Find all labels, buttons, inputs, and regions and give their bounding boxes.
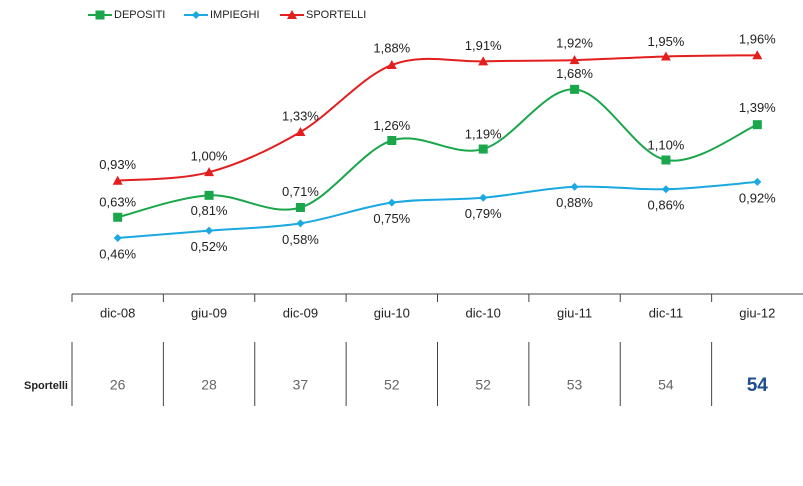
marker <box>570 182 579 191</box>
marker <box>753 177 762 186</box>
x-tick-label: dic-10 <box>465 305 500 320</box>
marker <box>479 193 488 202</box>
marker <box>204 190 214 200</box>
marker <box>752 50 763 60</box>
marker <box>295 126 306 136</box>
line <box>117 54 758 182</box>
x-tick-label: giu-12 <box>739 305 775 320</box>
data-label: 0,92% <box>739 190 776 205</box>
x-tick-label: dic-11 <box>649 305 683 320</box>
table-cell: 54 <box>747 375 769 396</box>
data-label: 0,88% <box>556 195 593 210</box>
legend-label: DEPOSITI <box>114 9 165 21</box>
data-label: 1,68% <box>556 66 593 81</box>
x-tick-label: giu-11 <box>557 305 592 320</box>
marker <box>478 144 488 154</box>
marker <box>570 84 580 94</box>
data-label: 0,79% <box>465 206 502 221</box>
data-label: 0,93% <box>99 157 136 172</box>
table-cell: 37 <box>293 377 309 393</box>
marker <box>95 10 105 20</box>
marker <box>295 203 305 213</box>
data-label: 1,88% <box>373 40 410 55</box>
marker <box>204 167 215 177</box>
x-tick-label: giu-10 <box>374 305 410 320</box>
marker <box>386 59 397 69</box>
marker <box>296 219 305 228</box>
data-label: 0,81% <box>191 203 228 218</box>
marker <box>387 136 397 146</box>
data-label: 0,63% <box>99 195 136 210</box>
line <box>117 88 758 219</box>
table-cell: 52 <box>384 377 400 393</box>
table-cell: 26 <box>110 377 126 393</box>
data-label: 0,58% <box>282 232 319 247</box>
data-label: 1,00% <box>191 149 228 164</box>
data-label: 0,75% <box>373 211 410 226</box>
marker <box>113 212 123 222</box>
table-cell: 53 <box>567 377 583 393</box>
marker <box>287 10 297 19</box>
table-cell: 54 <box>658 377 674 393</box>
data-label: 1,91% <box>465 38 502 53</box>
marker <box>661 185 670 194</box>
data-label: 1,95% <box>648 34 685 49</box>
data-label: 1,19% <box>465 126 502 141</box>
x-tick-label: dic-09 <box>283 305 318 320</box>
marker <box>113 233 122 242</box>
marker <box>192 11 200 19</box>
data-label: 0,71% <box>282 184 319 199</box>
x-tick-label: giu-09 <box>191 305 227 320</box>
data-label: 1,96% <box>739 32 776 47</box>
legend-label: IMPIEGHI <box>210 9 260 21</box>
data-label: 1,33% <box>282 108 319 123</box>
line <box>117 180 758 239</box>
marker <box>112 175 123 185</box>
data-label: 0,86% <box>648 198 685 213</box>
marker <box>478 56 489 66</box>
data-label: 1,26% <box>373 118 410 133</box>
marker <box>387 198 396 207</box>
legend-label: SPORTELLI <box>306 9 366 21</box>
data-label: 0,52% <box>191 239 228 254</box>
marker <box>661 155 671 165</box>
marker <box>569 55 580 65</box>
marker <box>205 226 214 235</box>
table-row-label: Sportelli <box>24 380 68 392</box>
marker <box>660 51 671 61</box>
x-tick-label: dic-08 <box>100 305 135 320</box>
marker <box>752 120 762 130</box>
data-label: 0,46% <box>99 246 136 261</box>
data-label: 1,10% <box>648 137 685 152</box>
data-label: 1,39% <box>739 100 776 115</box>
data-label: 1,92% <box>556 36 593 51</box>
table-cell: 28 <box>201 377 217 393</box>
table-cell: 52 <box>475 377 491 393</box>
